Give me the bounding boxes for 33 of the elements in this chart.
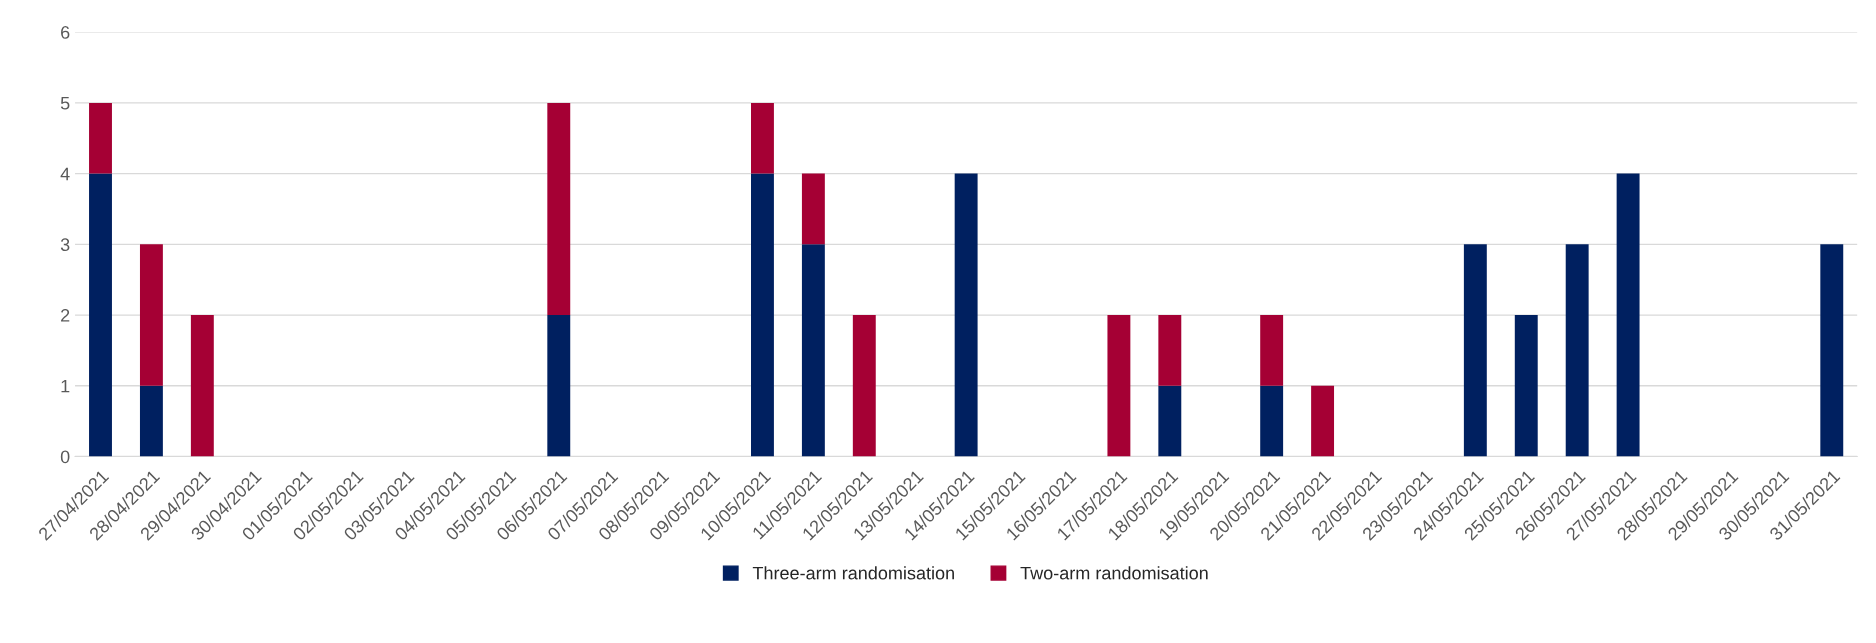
bar (801, 244, 825, 457)
bar (1158, 315, 1182, 386)
bar (139, 385, 163, 457)
bar (751, 173, 774, 457)
bar (1463, 244, 1487, 457)
bar (1820, 244, 1844, 457)
y-tick-label: 5 (60, 97, 70, 110)
y-tick-label: 3 (60, 238, 70, 252)
bar (1158, 385, 1182, 457)
bar (1616, 173, 1640, 457)
bar (1565, 244, 1589, 457)
y-tick-label: 4 (60, 167, 70, 181)
bar (89, 173, 112, 457)
y-tick-label: 0 (60, 450, 70, 464)
bar (852, 315, 876, 457)
bar (1260, 385, 1284, 457)
bar (954, 173, 978, 457)
legend-label: Two-arm randomisation (1020, 566, 1208, 580)
bar (1311, 385, 1335, 457)
bar (1514, 315, 1538, 457)
bar (547, 102, 571, 316)
legend-label: Three-arm randomisation (752, 566, 954, 580)
bar (801, 173, 825, 245)
bar (190, 315, 214, 457)
bar (1107, 315, 1131, 457)
y-tick-label: 1 (61, 379, 70, 393)
bar (1260, 315, 1284, 386)
bar (751, 102, 774, 174)
bar (89, 102, 112, 174)
bar (547, 315, 571, 457)
y-tick-label: 6 (61, 26, 70, 39)
bar (139, 244, 163, 386)
y-tick-label: 2 (61, 309, 70, 322)
